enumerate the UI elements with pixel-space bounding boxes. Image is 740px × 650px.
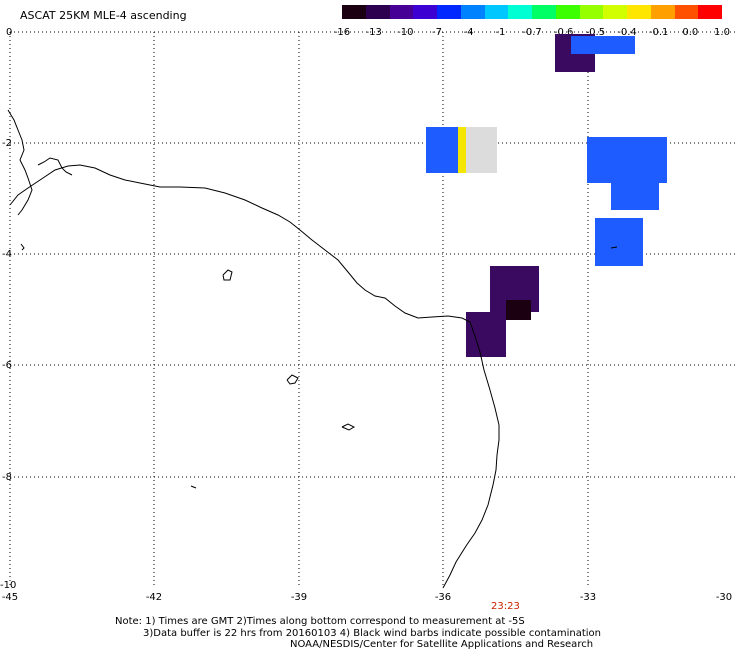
y-tick-label: -4 <box>2 249 12 260</box>
product-title: ASCAT 25KM MLE-4 ascending <box>20 9 187 22</box>
wind-data-cells <box>426 34 667 357</box>
coastline <box>7 109 618 589</box>
colorbar-tick-label: -10 <box>397 27 414 38</box>
colorbar-swatch <box>603 5 627 19</box>
x-tick-label: -30 <box>715 592 733 603</box>
x-tick-label: -39 <box>290 592 308 603</box>
colorbar-swatch <box>342 5 366 19</box>
x-tick-label: -45 <box>1 592 19 603</box>
grid-lines <box>9 31 738 588</box>
y-tick-label: -6 <box>2 360 12 371</box>
colorbar-swatch <box>437 5 461 19</box>
y-tick-label: -2 <box>2 138 12 149</box>
colorbar-swatch <box>460 5 485 19</box>
time-label: 23:23 <box>491 601 520 612</box>
colorbar-swatch <box>698 5 722 19</box>
colorbar-swatch <box>389 5 414 19</box>
colorbar-swatch <box>508 5 532 19</box>
colorbar-swatch <box>674 5 699 19</box>
colorbar-swatch <box>484 5 509 19</box>
y-tick-label: -8 <box>2 472 12 483</box>
colorbar-swatch <box>413 5 437 19</box>
colorbar-tick-label: -1 <box>495 27 506 38</box>
note-line-1: Note: 1) Times are GMT 2)Times along bot… <box>115 616 525 627</box>
x-tick-label: -36 <box>434 592 452 603</box>
colorbar-swatch <box>627 5 651 19</box>
colorbar-swatch <box>579 5 604 19</box>
note-line-3: NOAA/NESDIS/Center for Satellite Applica… <box>290 639 594 650</box>
colorbar-swatch <box>650 5 675 19</box>
colorbar-tick-label: -0.7 <box>522 27 542 38</box>
colorbar-tick-label: -0.6 <box>553 27 574 38</box>
colorbar-tick-label: -4 <box>463 27 474 38</box>
x-tick-label: -42 <box>145 592 163 603</box>
colorbar-swatch <box>532 5 556 19</box>
colorbar-swatch <box>555 5 580 19</box>
y-tick-label: -10 <box>0 580 17 591</box>
colorbar <box>342 5 722 19</box>
y-tick-label: 0 <box>6 27 13 38</box>
colorbar-tick-label: -13 <box>365 27 382 38</box>
colorbar-swatch <box>365 5 390 19</box>
colorbar-tick-label: -7 <box>432 27 442 38</box>
note-line-2: 3)Data buffer is 22 hrs from 20160103 4)… <box>143 628 601 639</box>
colorbar-tick-label: -0.5 <box>585 27 606 38</box>
x-tick-label: -33 <box>579 592 597 603</box>
